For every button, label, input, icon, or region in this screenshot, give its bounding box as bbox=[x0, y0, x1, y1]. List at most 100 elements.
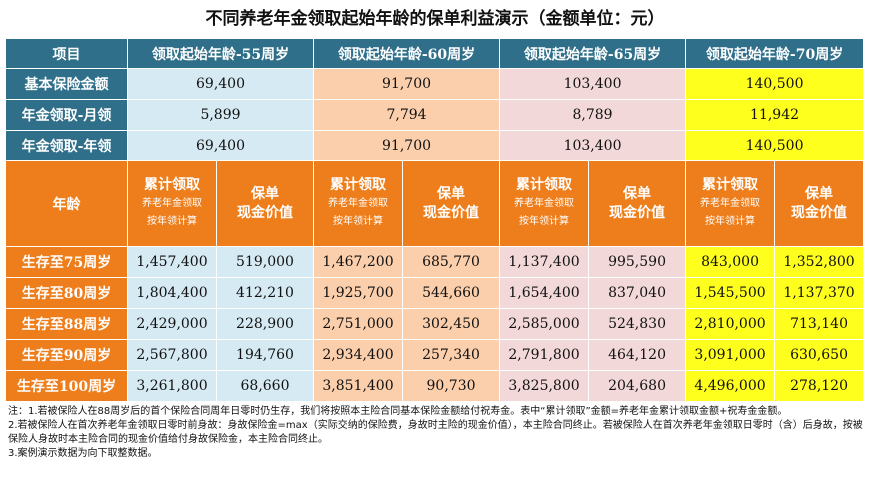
cumulative-sub1: 养老年金领取 bbox=[142, 198, 202, 209]
age-cell: 2,791,800 bbox=[499, 339, 590, 371]
age-cell: 1,925,700 bbox=[313, 277, 404, 309]
monthly-70: 11,942 bbox=[685, 99, 865, 131]
sub-header-cash-70: 保单 现金价值 bbox=[774, 160, 865, 247]
benefit-table: 项目 领取起始年龄-55周岁 领取起始年龄-60周岁 领取起始年龄-65周岁 领… bbox=[5, 38, 865, 402]
monthly-65: 8,789 bbox=[499, 99, 687, 131]
basic-amount-55: 69,400 bbox=[126, 68, 315, 100]
cash-line1: 保单 bbox=[623, 185, 652, 202]
age-cell: 519,000 bbox=[215, 246, 315, 278]
basic-amount-60: 91,700 bbox=[313, 68, 501, 100]
age-cell: 843,000 bbox=[685, 246, 776, 278]
cumulative-sub1: 养老年金领取 bbox=[514, 198, 575, 209]
age-cell: 713,140 bbox=[774, 308, 865, 340]
age-cell: 204,680 bbox=[588, 370, 687, 402]
cash-line2: 现金价值 bbox=[791, 204, 848, 221]
row-label-basic-amount: 基本保险金额 bbox=[5, 68, 128, 100]
footnotes: 注：1.若被保险人在88周岁后的首个保险合同周年日零时仍生存，我们将按照本主险合… bbox=[8, 405, 864, 461]
age-cell: 1,457,400 bbox=[127, 246, 217, 278]
row-label-yearly: 年金领取-年领 bbox=[5, 130, 128, 161]
age-cell: 685,770 bbox=[402, 246, 501, 278]
sub-header-cumulative-70: 累计领取 养老年金领取 按年领计算 bbox=[685, 160, 776, 247]
yearly-55: 69,400 bbox=[126, 130, 315, 161]
cash-line2: 现金价值 bbox=[609, 204, 666, 221]
age-cell: 1,804,400 bbox=[127, 277, 217, 309]
sub-header-cumulative-65: 累计领取 养老年金领取 按年领计算 bbox=[499, 160, 590, 247]
monthly-55: 5,899 bbox=[126, 99, 315, 131]
cumulative-sub2: 按年领计算 bbox=[705, 216, 756, 227]
note-3: 3.案例演示数据为向下取整数据。 bbox=[8, 448, 158, 459]
age-cell: 68,660 bbox=[215, 370, 315, 402]
age-cell: 464,120 bbox=[588, 339, 687, 371]
sub-header-cash-65: 保单 现金价值 bbox=[588, 160, 687, 247]
sub-header-cash-60: 保单 现金价值 bbox=[402, 160, 501, 247]
cumulative-title: 累计领取 bbox=[516, 177, 573, 193]
age-cell: 837,040 bbox=[588, 277, 687, 309]
cumulative-sub2: 按年领计算 bbox=[519, 216, 570, 227]
age-row-label: 生存至100周岁 bbox=[5, 370, 128, 402]
header-age-60: 领取起始年龄-60周岁 bbox=[313, 38, 501, 69]
table-row: 生存至100周岁 3,261,800 68,660 3,851,400 90,7… bbox=[5, 370, 865, 402]
age-cell: 1,467,200 bbox=[313, 246, 404, 278]
age-cell: 2,429,000 bbox=[127, 308, 217, 340]
age-row-label: 生存至90周岁 bbox=[5, 339, 128, 371]
table-row: 年金领取-年领 69,400 91,700 103,400 140,500 bbox=[5, 130, 865, 161]
age-cell: 2,810,000 bbox=[685, 308, 776, 340]
cumulative-title: 累计领取 bbox=[330, 177, 387, 193]
age-cell: 1,545,500 bbox=[685, 277, 776, 309]
header-age-65: 领取起始年龄-65周岁 bbox=[499, 38, 687, 69]
header-item: 项目 bbox=[5, 38, 128, 69]
cash-line1: 保单 bbox=[251, 185, 279, 202]
sub-header-cash-55: 保单 现金价值 bbox=[215, 160, 315, 247]
cumulative-title: 累计领取 bbox=[144, 177, 200, 193]
yearly-60: 91,700 bbox=[313, 130, 501, 161]
yearly-70: 140,500 bbox=[685, 130, 865, 161]
age-row-label: 生存至80周岁 bbox=[5, 277, 128, 309]
age-cell: 1,137,400 bbox=[499, 246, 590, 278]
table-row: 生存至90周岁 2,567,800 194,760 2,934,400 257,… bbox=[5, 339, 865, 371]
table-row: 年金领取-月领 5,899 7,794 8,789 11,942 bbox=[5, 99, 865, 131]
cumulative-sub1: 养老年金领取 bbox=[328, 198, 389, 209]
age-cell: 1,137,370 bbox=[774, 277, 865, 309]
cumulative-sub2: 按年领计算 bbox=[333, 216, 384, 227]
age-cell: 2,585,000 bbox=[499, 308, 590, 340]
age-cell: 194,760 bbox=[215, 339, 315, 371]
sub-header-cumulative-60: 累计领取 养老年金领取 按年领计算 bbox=[313, 160, 404, 247]
sub-header-age: 年龄 bbox=[5, 160, 128, 247]
sub-header-cumulative-55: 累计领取 养老年金领取 按年领计算 bbox=[127, 160, 217, 247]
page-title: 不同养老年金领取起始年龄的保单利益演示（金额单位：元） bbox=[205, 9, 665, 29]
age-cell: 90,730 bbox=[402, 370, 501, 402]
age-cell: 3,851,400 bbox=[313, 370, 404, 402]
basic-amount-65: 103,400 bbox=[499, 68, 687, 100]
note-2: 2.若被保险人在首次养老年金领取日零时前身故：身故保险金=max（实际交纳的保险… bbox=[8, 420, 863, 445]
header-age-70: 领取起始年龄-70周岁 bbox=[685, 38, 865, 69]
cash-line1: 保单 bbox=[805, 185, 834, 202]
age-cell: 630,650 bbox=[774, 339, 865, 371]
table-row: 基本保险金额 69,400 91,700 103,400 140,500 bbox=[5, 68, 865, 100]
basic-amount-70: 140,500 bbox=[685, 68, 865, 100]
table-row: 生存至75周岁 1,457,400 519,000 1,467,200 685,… bbox=[5, 246, 865, 278]
cash-line2: 现金价值 bbox=[423, 204, 480, 221]
age-row-label: 生存至75周岁 bbox=[5, 246, 128, 278]
sub-header-row: 年龄 累计领取 养老年金领取 按年领计算 保单 现金价值 累计领取 养老年金领取… bbox=[5, 160, 865, 247]
cash-line2: 现金价值 bbox=[237, 204, 293, 221]
note-1: 注：1.若被保险人在88周岁后的首个保险合同周年日零时仍生存，我们将按照本主险合… bbox=[8, 406, 788, 417]
age-cell: 2,751,000 bbox=[313, 308, 404, 340]
age-cell: 1,352,800 bbox=[774, 246, 865, 278]
age-cell: 257,340 bbox=[402, 339, 501, 371]
age-cell: 3,091,000 bbox=[685, 339, 776, 371]
age-cell: 3,825,800 bbox=[499, 370, 590, 402]
age-cell: 302,450 bbox=[402, 308, 501, 340]
age-cell: 524,830 bbox=[588, 308, 687, 340]
age-cell: 3,261,800 bbox=[127, 370, 217, 402]
yearly-65: 103,400 bbox=[499, 130, 687, 161]
table-row: 生存至80周岁 1,804,400 412,210 1,925,700 544,… bbox=[5, 277, 865, 309]
age-cell: 4,496,000 bbox=[685, 370, 776, 402]
age-cell: 995,590 bbox=[588, 246, 687, 278]
cash-line1: 保单 bbox=[437, 185, 466, 202]
age-cell: 2,567,800 bbox=[127, 339, 217, 371]
row-label-monthly: 年金领取-月领 bbox=[5, 99, 128, 131]
cumulative-sub1: 养老年金领取 bbox=[700, 198, 761, 209]
age-row-label: 生存至88周岁 bbox=[5, 308, 128, 340]
age-cell: 228,900 bbox=[215, 308, 315, 340]
age-cell: 278,120 bbox=[774, 370, 865, 402]
